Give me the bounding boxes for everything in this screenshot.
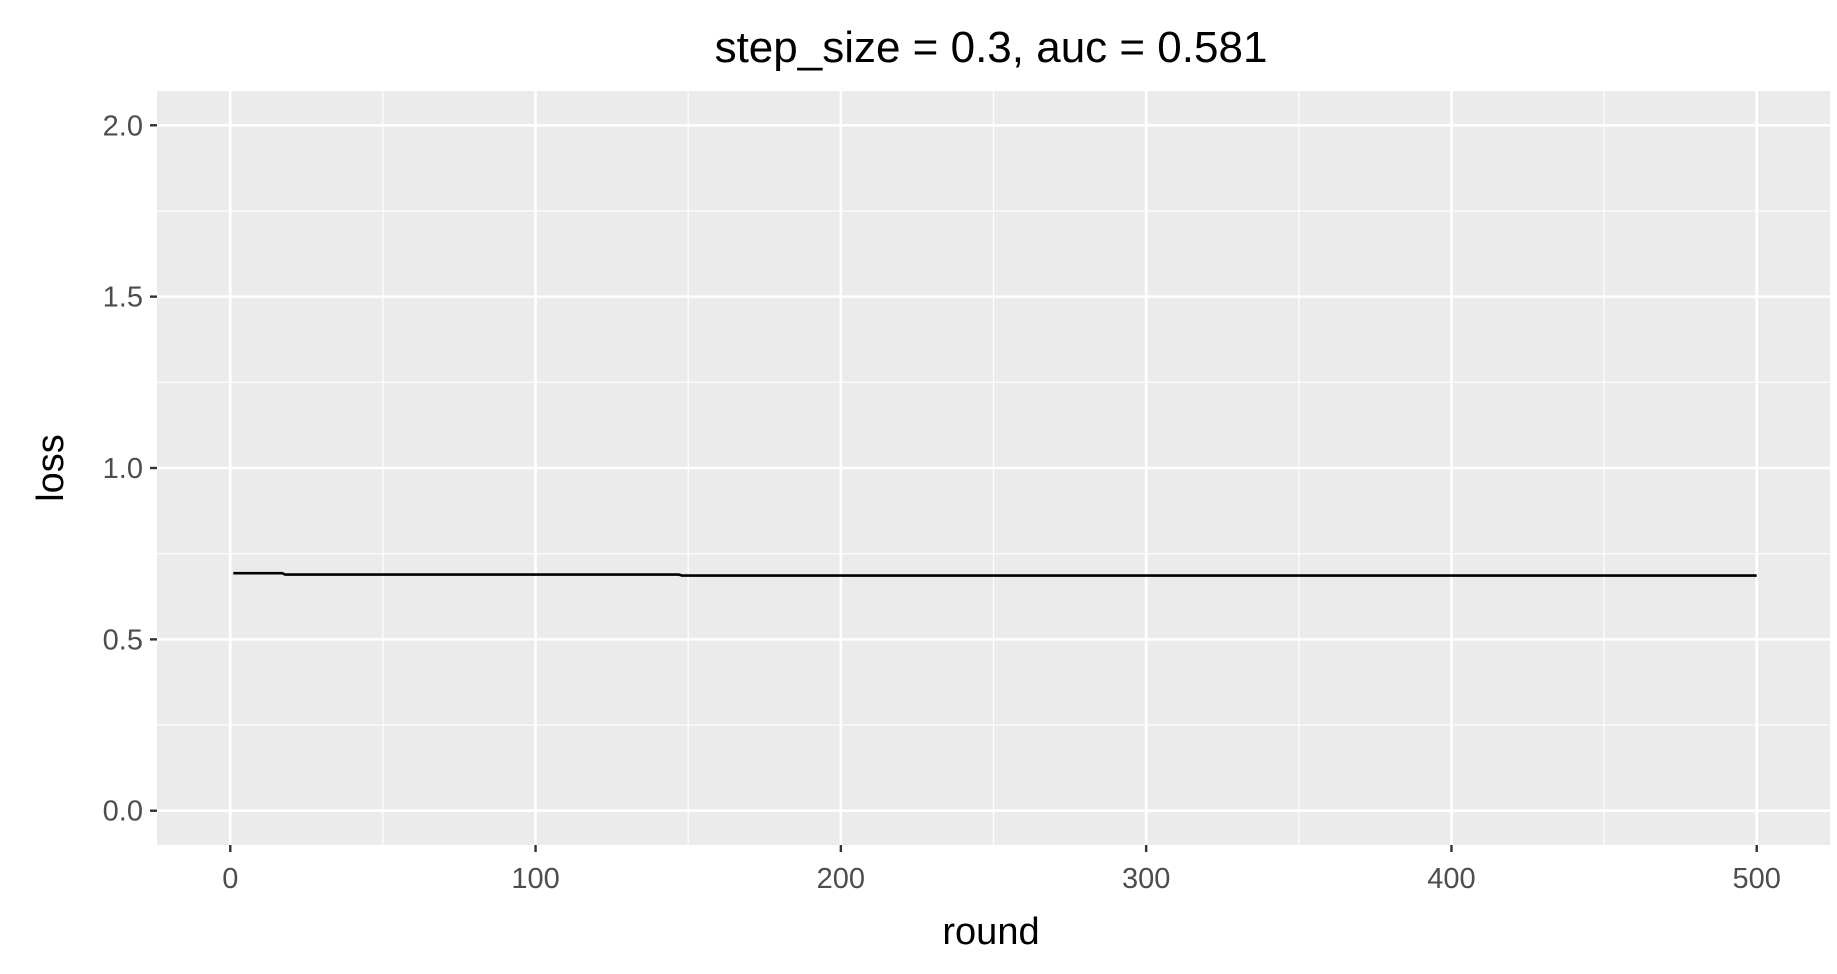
x-tick-label: 300 (1122, 863, 1170, 895)
x-axis-title: round (942, 911, 1039, 953)
y-tick-label: 1.0 (103, 453, 143, 485)
y-axis-title: loss (30, 434, 72, 502)
x-tick-label: 200 (817, 863, 865, 895)
x-tick-label: 100 (511, 863, 559, 895)
y-tick-label: 0.0 (103, 796, 143, 828)
x-tick-label: 0 (222, 863, 238, 895)
series-line-1 (233, 571, 1757, 577)
y-tick-label: 1.5 (103, 282, 143, 314)
y-tick-label: 2.0 (103, 110, 143, 142)
y-axis: 0.0 0.5 1.0 1.5 2.0 (103, 110, 157, 828)
chart-title: step_size = 0.3, auc = 0.581 (715, 23, 1268, 72)
major-gridlines (157, 91, 1830, 845)
series-layer (233, 571, 1757, 577)
y-tick-label: 0.5 (103, 624, 143, 656)
x-tick-label: 400 (1427, 863, 1475, 895)
x-axis: 0 100 200 300 400 500 (222, 845, 1781, 895)
x-tick-label: 500 (1733, 863, 1781, 895)
